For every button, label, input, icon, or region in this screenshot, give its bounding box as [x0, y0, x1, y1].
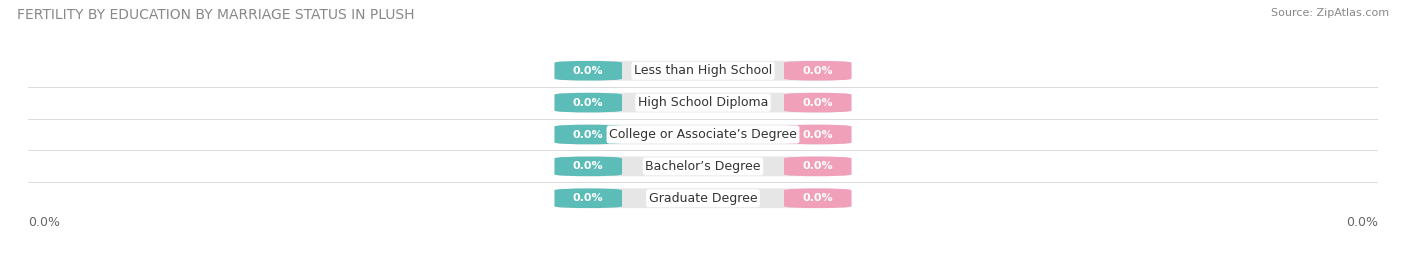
Text: 0.0%: 0.0% [574, 98, 603, 108]
FancyBboxPatch shape [785, 61, 852, 81]
Text: 0.0%: 0.0% [803, 161, 832, 171]
FancyBboxPatch shape [785, 93, 852, 112]
Legend: Married, Unmarried: Married, Unmarried [614, 264, 792, 269]
Text: 0.0%: 0.0% [803, 193, 832, 203]
Text: 0.0%: 0.0% [803, 129, 832, 140]
Text: 0.0%: 0.0% [574, 193, 603, 203]
Text: 0.0%: 0.0% [574, 161, 603, 171]
FancyBboxPatch shape [554, 93, 852, 112]
FancyBboxPatch shape [554, 157, 621, 176]
FancyBboxPatch shape [785, 188, 852, 208]
Text: 0.0%: 0.0% [574, 129, 603, 140]
Text: 0.0%: 0.0% [803, 98, 832, 108]
FancyBboxPatch shape [554, 61, 852, 81]
Text: 0.0%: 0.0% [803, 66, 832, 76]
Text: 0.0%: 0.0% [1346, 216, 1378, 229]
Text: 0.0%: 0.0% [574, 66, 603, 76]
Text: Bachelor’s Degree: Bachelor’s Degree [645, 160, 761, 173]
FancyBboxPatch shape [554, 188, 852, 208]
Text: Source: ZipAtlas.com: Source: ZipAtlas.com [1271, 8, 1389, 18]
FancyBboxPatch shape [554, 157, 852, 176]
FancyBboxPatch shape [554, 125, 852, 144]
Text: FERTILITY BY EDUCATION BY MARRIAGE STATUS IN PLUSH: FERTILITY BY EDUCATION BY MARRIAGE STATU… [17, 8, 415, 22]
Text: College or Associate’s Degree: College or Associate’s Degree [609, 128, 797, 141]
Text: 0.0%: 0.0% [28, 216, 60, 229]
FancyBboxPatch shape [785, 125, 852, 144]
FancyBboxPatch shape [554, 125, 621, 144]
Text: High School Diploma: High School Diploma [638, 96, 768, 109]
FancyBboxPatch shape [785, 157, 852, 176]
FancyBboxPatch shape [554, 61, 621, 81]
FancyBboxPatch shape [554, 93, 621, 112]
FancyBboxPatch shape [554, 188, 621, 208]
Text: Less than High School: Less than High School [634, 64, 772, 77]
Text: Graduate Degree: Graduate Degree [648, 192, 758, 205]
